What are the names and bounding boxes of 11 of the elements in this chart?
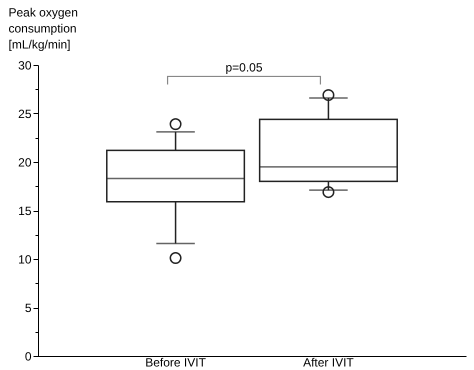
y-axis-title: Peak oxygen consumption [mL/kg/min] — [8, 6, 78, 52]
y-tick-label: 10 — [18, 252, 32, 266]
y-tick-label: 5 — [24, 301, 32, 315]
x-tick-label: After IVIT — [303, 356, 354, 370]
y-tick-label: 30 — [18, 58, 32, 72]
x-tick-label: Before IVIT — [145, 356, 207, 370]
annotation: p=0.05 — [225, 60, 263, 74]
y-tick-label: 0 — [24, 350, 32, 364]
y-tick-label: 25 — [18, 107, 32, 121]
y-tick-label: 20 — [18, 156, 32, 170]
y-tick-label: 15 — [18, 204, 32, 218]
